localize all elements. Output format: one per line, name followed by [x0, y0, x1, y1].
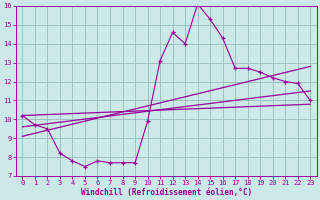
X-axis label: Windchill (Refroidissement éolien,°C): Windchill (Refroidissement éolien,°C): [81, 188, 252, 197]
